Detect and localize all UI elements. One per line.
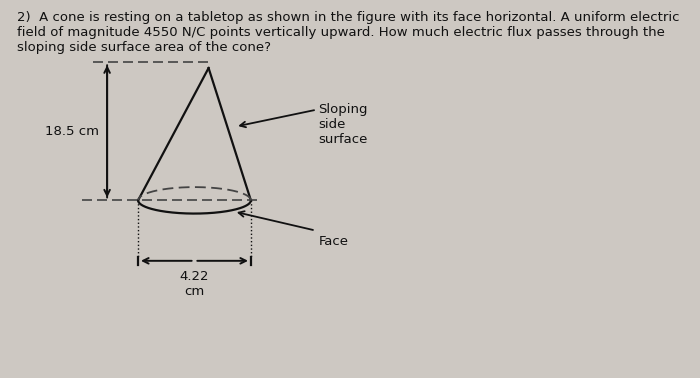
Text: Face: Face (318, 235, 349, 248)
Text: 2)  A cone is resting on a tabletop as shown in the figure with its face horizon: 2) A cone is resting on a tabletop as sh… (17, 11, 680, 54)
Text: 18.5 cm: 18.5 cm (45, 125, 99, 138)
Text: 4.22: 4.22 (180, 270, 209, 283)
Text: Sloping
side
surface: Sloping side surface (318, 103, 368, 146)
Text: cm: cm (184, 285, 204, 297)
